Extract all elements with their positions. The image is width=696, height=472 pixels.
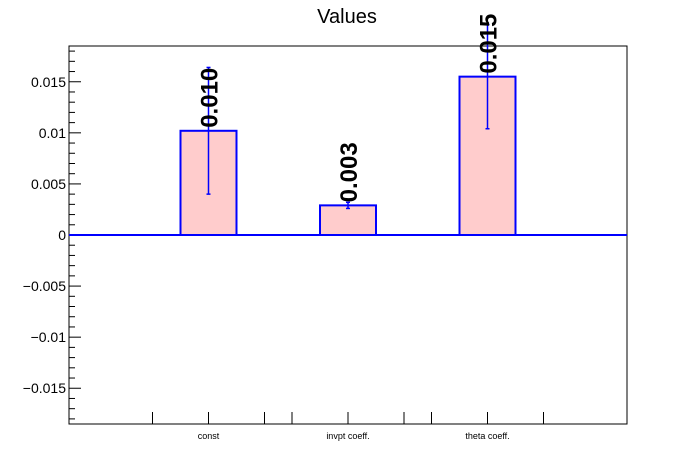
data-label: 0.003 [336,142,363,202]
x-tick-label: theta coeff. [465,431,509,441]
y-tick-label: 0 [58,227,66,243]
y-tick-label: 0.01 [39,125,66,141]
y-tick-label: −0.015 [23,380,66,396]
chart-title: Values [317,6,377,28]
data-label: 0.010 [197,68,224,128]
y-tick-label: −0.005 [23,278,66,294]
x-tick-label: invpt coeff. [326,431,369,441]
plot-area: 0.015 0.01 0.005 0 −0.005 −0.01 −0.015 0.010 con… [23,14,628,441]
y-tick-label: 0.015 [31,74,66,90]
y-tick-label: −0.01 [31,329,67,345]
y-tick-label: 0.005 [31,176,66,192]
data-label: 0.015 [476,14,503,74]
x-tick-label: const [198,431,220,441]
bar [319,204,377,236]
